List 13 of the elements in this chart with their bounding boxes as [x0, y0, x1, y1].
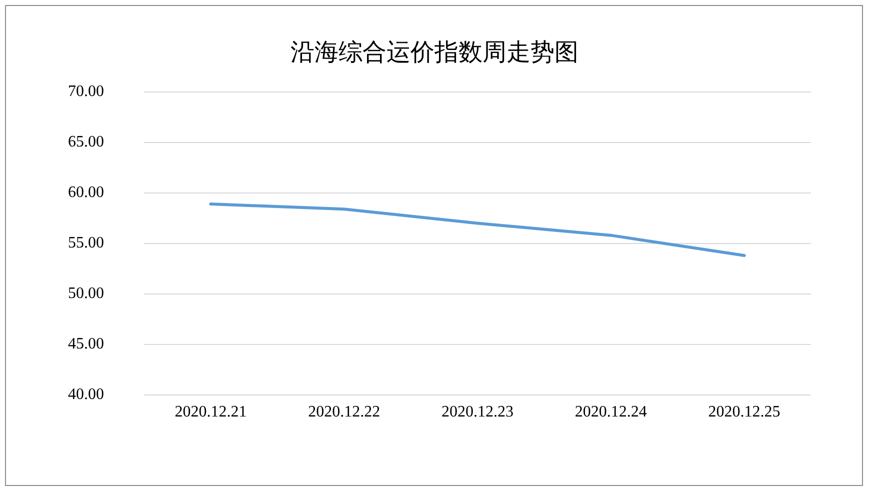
y-tick-label: 65.00 — [68, 134, 104, 151]
y-tick-label: 45.00 — [68, 336, 104, 353]
x-tick-label: 2020.12.22 — [308, 404, 380, 421]
y-tick-label: 50.00 — [68, 285, 104, 302]
y-tick-label: 55.00 — [68, 234, 104, 252]
x-tick-label: 2020.12.24 — [574, 404, 647, 421]
chart-title: 沿海综合运价指数周走势图 — [290, 39, 580, 68]
y-tick-label: 40.00 — [68, 386, 104, 404]
y-tick-label: 70.00 — [68, 83, 104, 100]
y-tick-label: 60.00 — [68, 184, 104, 202]
x-tick-label: 2020.12.23 — [442, 404, 514, 421]
x-tick-label: 2020.12.25 — [708, 404, 780, 421]
x-tick-label: 2020.12.21 — [174, 404, 247, 421]
